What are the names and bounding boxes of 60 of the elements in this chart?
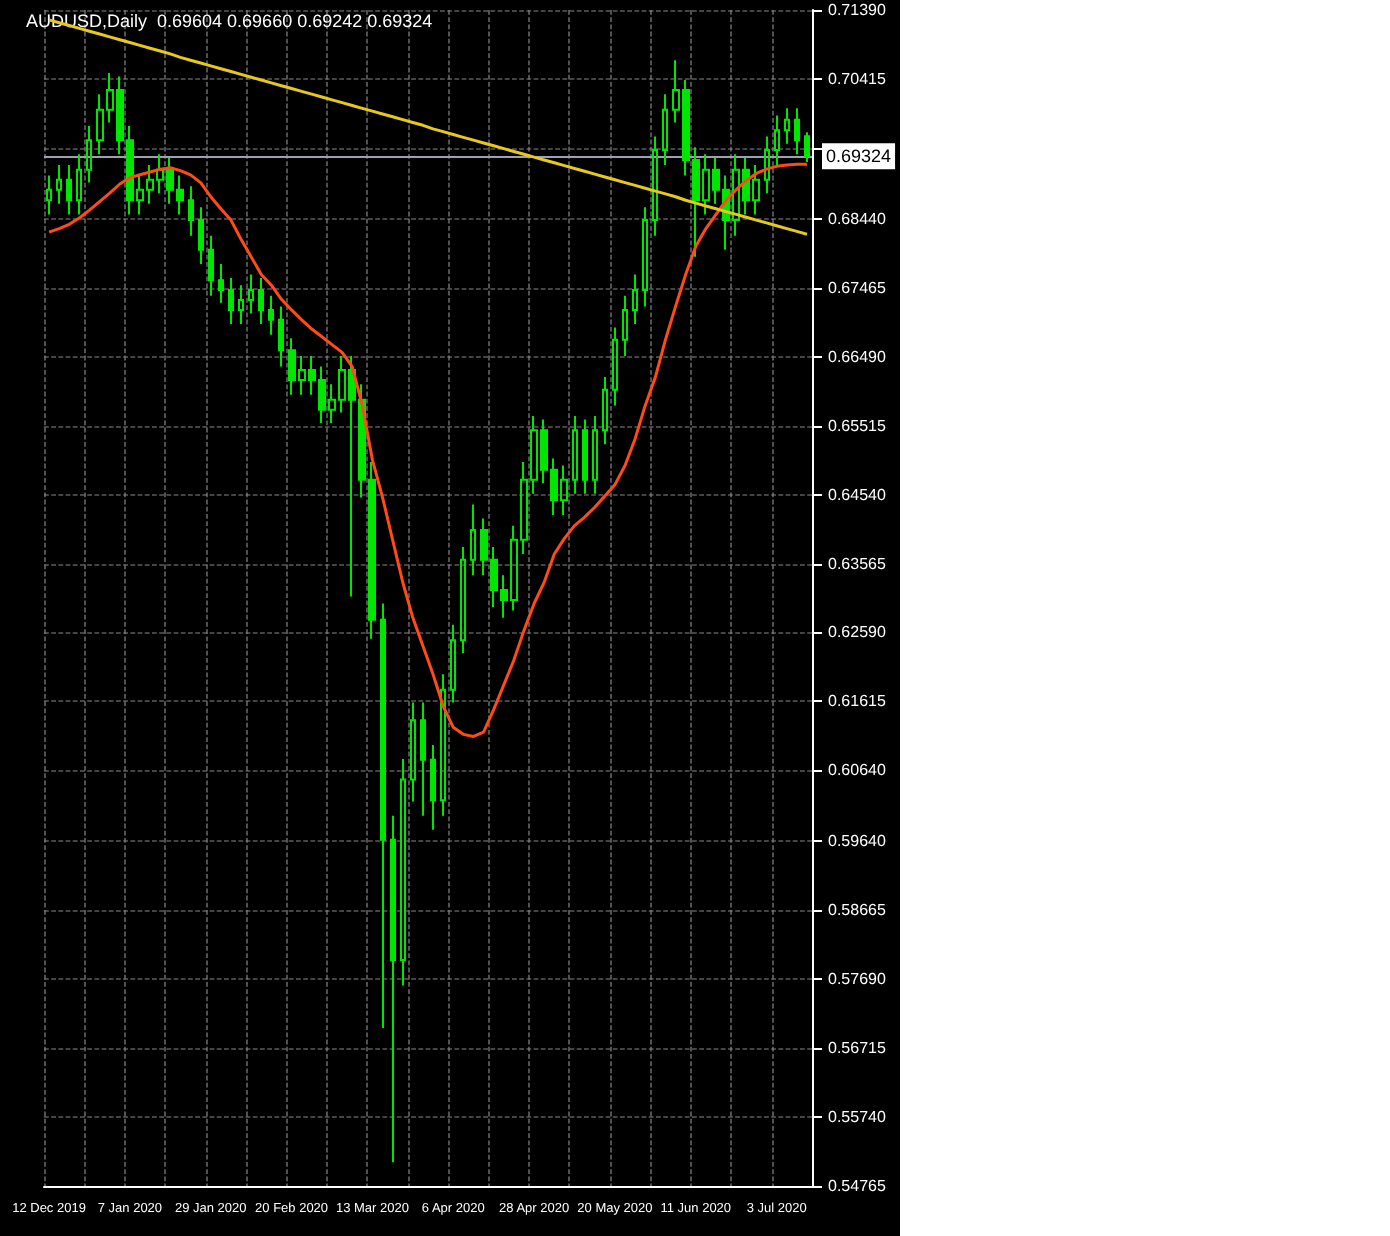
candlestick <box>248 273 254 315</box>
candlestick <box>592 415 598 495</box>
candlestick <box>380 602 386 1029</box>
candlestick <box>208 234 214 297</box>
candlestick <box>572 415 578 495</box>
candlestick <box>460 545 466 654</box>
y-tick-label: 0.66490 <box>828 347 887 366</box>
candlestick <box>764 135 770 195</box>
candlestick <box>794 107 800 156</box>
candlestick <box>774 114 780 166</box>
y-tick-label: 0.62590 <box>828 623 887 642</box>
candlestick <box>420 701 426 817</box>
candlestick <box>582 418 588 495</box>
candlestick <box>278 305 284 368</box>
candlestick <box>198 206 204 265</box>
candlestick <box>56 163 62 205</box>
candlestick <box>188 185 194 237</box>
candlestick <box>228 277 234 326</box>
candlestick <box>440 673 446 817</box>
ref-line-label: 0.69324 <box>826 146 892 167</box>
candlestick <box>268 294 274 336</box>
candlestick <box>804 131 810 163</box>
candlestick <box>400 758 406 987</box>
y-tick-label: 0.61615 <box>828 692 887 711</box>
y-tick-label: 0.64540 <box>828 485 887 504</box>
candlestick <box>86 125 92 184</box>
candlestick <box>784 107 790 145</box>
y-tick-label: 0.63565 <box>828 554 887 573</box>
y-tick-label: 0.70415 <box>828 69 887 88</box>
candlestick <box>470 503 476 577</box>
candlestick <box>46 174 52 216</box>
candlestick <box>612 326 618 407</box>
candlestick <box>410 701 416 803</box>
y-tick-label: 0.71390 <box>828 1 887 19</box>
y-tick-label: 0.55740 <box>828 1108 887 1127</box>
candlestick <box>76 153 82 216</box>
candlestick <box>652 135 658 237</box>
line-series <box>47 162 809 738</box>
y-tick-label: 0.65515 <box>828 416 887 435</box>
y-tick-label: 0.56715 <box>828 1039 887 1058</box>
candlestick <box>450 623 456 704</box>
candlestick <box>258 277 264 326</box>
y-tick-label: 0.59640 <box>828 832 887 851</box>
candlestick <box>218 262 224 304</box>
y-tick-label: 0.67465 <box>828 278 887 297</box>
y-tick-label: 0.54765 <box>828 1177 887 1195</box>
y-tick-label: 0.58665 <box>828 901 887 920</box>
y-tick-label: 0.57690 <box>828 970 887 989</box>
chart-title: AUDUSD,Daily 0.69604 0.69660 0.69242 0.69324 <box>26 11 433 31</box>
candlestick <box>662 93 668 166</box>
candlestick <box>632 273 638 326</box>
candlestick <box>430 743 436 831</box>
candlestick <box>622 294 628 357</box>
candlestick <box>390 814 396 1164</box>
y-tick-label: 0.60640 <box>828 761 887 780</box>
candlestick <box>66 163 72 216</box>
candlestick <box>602 376 608 446</box>
y-tick-label: 0.68440 <box>828 209 887 228</box>
candlestick <box>238 284 244 326</box>
candlestick <box>642 206 648 308</box>
